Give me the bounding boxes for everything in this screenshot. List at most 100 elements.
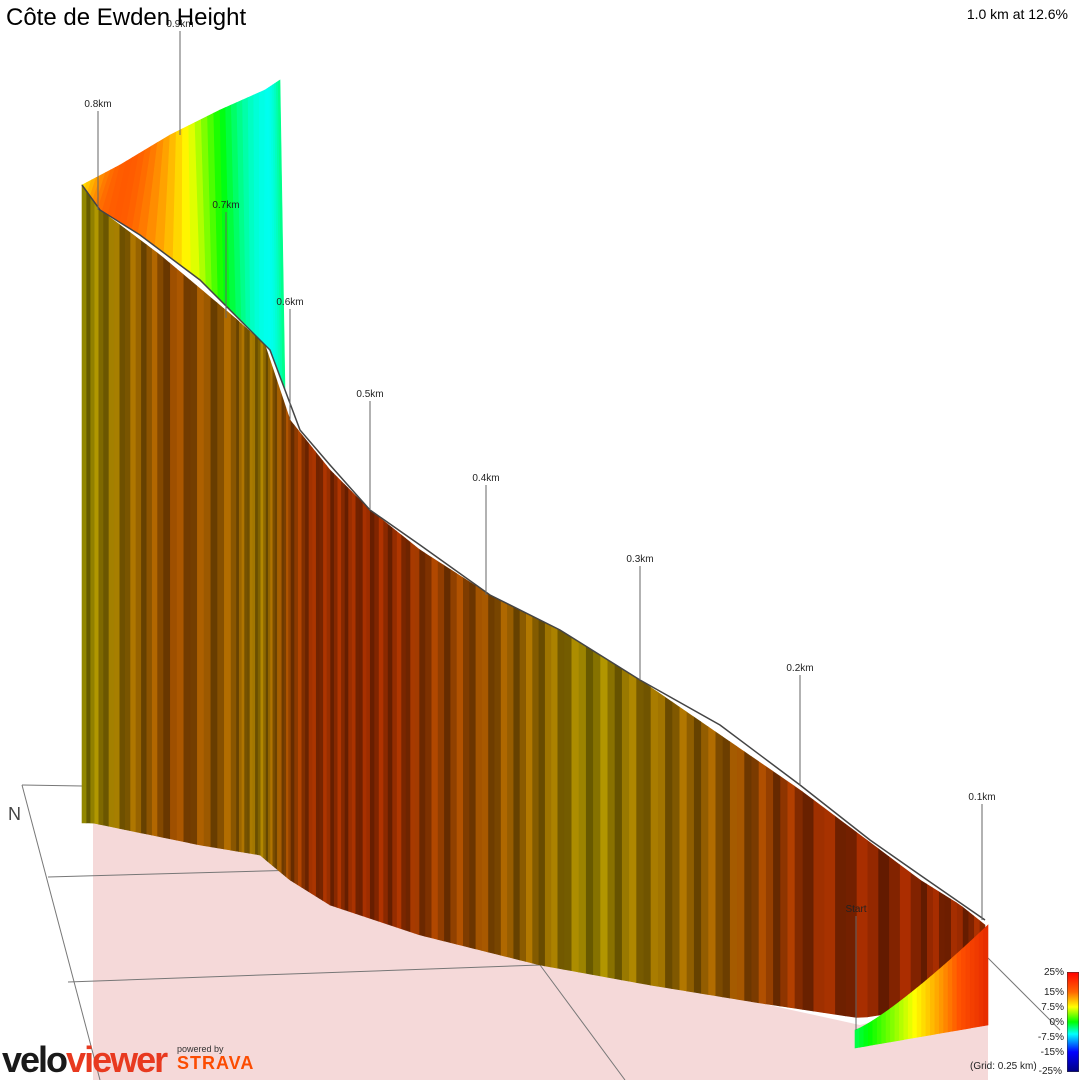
profile-segment-start — [854, 1027, 860, 1049]
profile-segment — [856, 831, 868, 1018]
profile-segment — [176, 268, 184, 842]
profile-segment — [585, 645, 594, 975]
profile-segment-start — [894, 1001, 900, 1042]
powered-by-text: powered by — [177, 1044, 224, 1054]
profile-segment — [344, 483, 349, 912]
profile-segment — [326, 464, 331, 906]
profile-segment — [140, 240, 147, 835]
profile-segment — [81, 184, 87, 824]
profile-segment — [241, 322, 245, 853]
profile-segment-start — [876, 1014, 882, 1045]
profile-segment-start — [974, 932, 980, 1028]
profile-segment — [336, 476, 342, 910]
profile-segment — [274, 373, 278, 870]
profile-segment-start — [969, 936, 976, 1029]
profile-segment-start — [938, 964, 944, 1034]
profile-segment — [216, 302, 225, 850]
profile-segment — [866, 839, 879, 1018]
distance-marker-label: 0.8km — [84, 99, 111, 110]
profile-segment — [151, 248, 158, 837]
profile-segment — [424, 552, 432, 939]
profile-segment — [189, 279, 198, 845]
grid-note: (Grid: 0.25 km) — [970, 1061, 1037, 1072]
profile-segment — [758, 760, 766, 1005]
profile-segment — [351, 490, 356, 914]
profile-segment — [269, 359, 273, 866]
profile-segment — [834, 815, 846, 1017]
profile-segment — [262, 342, 266, 861]
profile-segment — [169, 262, 177, 841]
profile-segment — [297, 428, 302, 888]
profile-segment — [614, 663, 622, 981]
profile-segment — [888, 855, 900, 1015]
profile-segment — [118, 223, 125, 830]
profile-segment — [519, 609, 527, 962]
profile-segment-start — [859, 1025, 865, 1048]
profile-segment — [765, 765, 774, 1006]
profile-segment — [449, 568, 457, 945]
profile-segment — [287, 413, 291, 881]
profile-segment — [235, 318, 239, 852]
profile-segment-start — [907, 990, 913, 1040]
profile-segment — [182, 273, 191, 844]
profile-segment — [650, 686, 658, 987]
profile-segment-start — [899, 997, 905, 1041]
profile-segment-start — [912, 987, 918, 1039]
profile-segment — [736, 745, 745, 1001]
profile-segment — [285, 407, 289, 879]
profile-segment — [506, 602, 514, 959]
profile-segment — [563, 631, 572, 972]
profile-segment — [238, 320, 242, 853]
profile-segment — [254, 335, 258, 855]
profile-segment — [230, 313, 237, 852]
distance-marker-label: 0.3km — [626, 554, 653, 565]
distance-markers: Start 0.1km 0.2km 0.3km 0.4km 0.5km 0.6km 0.7km… — [84, 19, 996, 1030]
profile-segment — [537, 618, 545, 967]
profile-segment — [129, 231, 136, 833]
profile-segment — [802, 791, 814, 1012]
distance-marker-label: 0.6km — [276, 297, 303, 308]
profile-segment — [714, 731, 723, 998]
profile-segment — [85, 189, 91, 824]
profile-segment — [635, 676, 644, 985]
profile-segment — [340, 480, 345, 911]
distance-marker-label: 0.5km — [356, 389, 383, 400]
profile-segment — [437, 560, 445, 942]
profile-segment-start — [934, 968, 940, 1035]
profile-segment — [311, 446, 316, 897]
profile-segment — [468, 580, 476, 950]
profile-segment — [223, 307, 231, 851]
profile-segment — [599, 654, 608, 978]
profile-segment-back — [253, 92, 260, 341]
profile-segment-start — [956, 948, 962, 1031]
profile-segment-start — [952, 952, 958, 1032]
profile-segment — [693, 716, 702, 994]
profile-segment — [877, 847, 890, 1016]
profile-segment — [474, 585, 482, 951]
legend-label: 25% — [1043, 967, 1064, 978]
profile-segment — [396, 530, 402, 930]
profile-segment — [203, 290, 211, 848]
profile-segment — [102, 211, 109, 827]
profile-segment — [304, 437, 309, 893]
profile-segment-start — [916, 983, 922, 1038]
profile-wall — [81, 79, 989, 1049]
profile-floor-shadow — [93, 823, 988, 1080]
distance-marker-label: 0.2km — [786, 663, 813, 674]
profile-segment — [899, 864, 911, 1013]
profile-segment — [414, 544, 420, 936]
profile-segment — [823, 807, 836, 1015]
profile-segment — [251, 332, 256, 855]
profile-segment — [512, 606, 520, 961]
profile-segment — [409, 541, 415, 934]
profile-segment-start — [921, 979, 927, 1037]
profile-segment — [456, 572, 464, 947]
profile-segment — [621, 667, 630, 982]
profile-segment — [678, 706, 687, 992]
profile-segment-start — [943, 960, 949, 1034]
profile-segment-start — [881, 1011, 887, 1044]
profile-segment — [772, 770, 781, 1007]
profile-segment-start — [863, 1022, 869, 1047]
profile-segment — [333, 472, 338, 908]
